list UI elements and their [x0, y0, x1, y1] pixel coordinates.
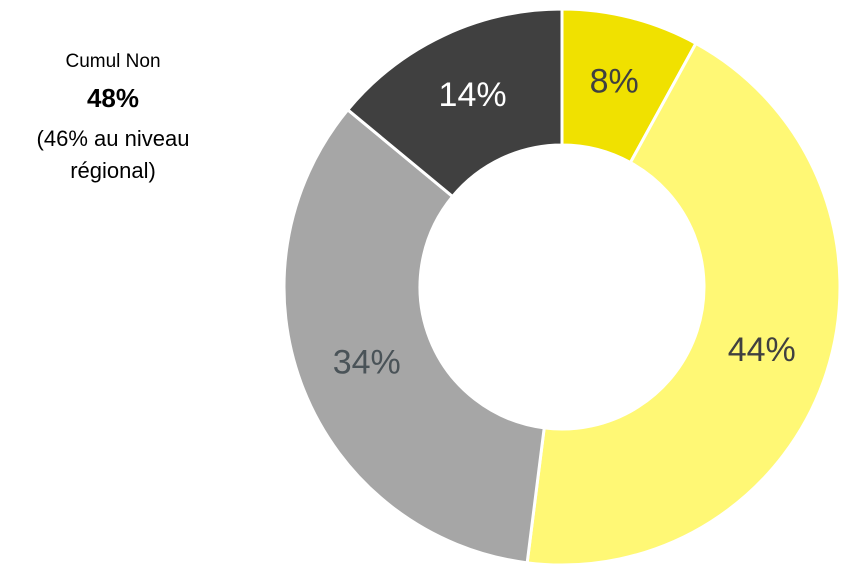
data-label: 8% [590, 63, 639, 101]
annotation-total: 48% [87, 83, 139, 113]
annotation-line: régional) [70, 158, 156, 183]
donut-slice [345, 7, 564, 199]
data-label: 44% [728, 331, 796, 369]
annotation-line: (46% au niveau [37, 126, 190, 151]
annotation-line: Cumul Non [65, 51, 160, 72]
data-label: 14% [439, 76, 507, 114]
donut-slice [282, 107, 546, 565]
data-label: 34% [333, 343, 401, 381]
donut-slice [525, 41, 841, 565]
